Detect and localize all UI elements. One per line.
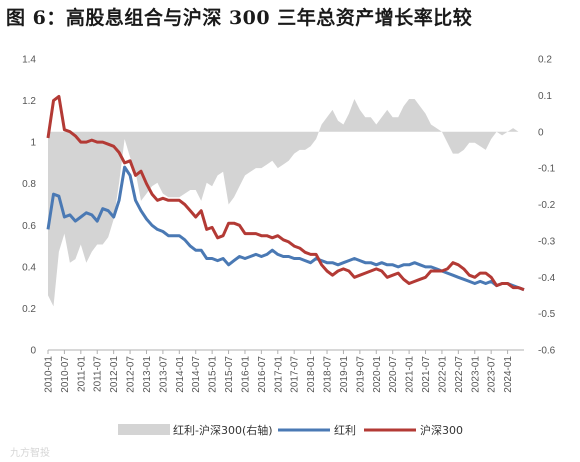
legend: 红利-沪深300(右轴) 红利 沪深300 bbox=[118, 423, 463, 437]
legend-label-dividend: 红利 bbox=[334, 424, 356, 437]
line-layer bbox=[46, 94, 525, 292]
y-tick-label: 1 bbox=[30, 138, 36, 149]
x-tick-label: 2014-07 bbox=[191, 356, 202, 393]
diff-area-layer bbox=[48, 99, 524, 307]
y2-tick-label: 0.2 bbox=[538, 55, 552, 66]
x-tick-label: 2016-01 bbox=[240, 356, 251, 393]
axis-layer bbox=[47, 349, 524, 354]
y-tick-label: 0 bbox=[30, 346, 36, 357]
x-tick-label: 2017-07 bbox=[290, 356, 301, 393]
y-tick-label: 0.2 bbox=[22, 304, 36, 315]
y2-tick-label: -0.6 bbox=[538, 346, 556, 357]
legend-label-hs300: 沪深300 bbox=[420, 423, 463, 437]
x-tick-label: 2024-01 bbox=[503, 356, 514, 393]
y-tick-label: 1.2 bbox=[22, 96, 36, 107]
hs300-line bbox=[46, 94, 525, 292]
x-tick-label: 2023-01 bbox=[470, 356, 481, 393]
x-tick-label: 2020-01 bbox=[372, 356, 383, 393]
legend-swatch-diff bbox=[118, 424, 170, 435]
x-tick-label: 2015-01 bbox=[208, 356, 219, 393]
dividend-line bbox=[46, 165, 525, 292]
x-tick-label: 2012-07 bbox=[126, 356, 137, 393]
diff-area-series bbox=[48, 99, 524, 307]
tick-layer: 0 0.2 0.4 0.6 0.8 1 1.2 1.4 -0.6 -0.5 -0.4 -0.3 -0.2… bbox=[22, 55, 556, 393]
x-tick-label: 2019-07 bbox=[355, 356, 366, 393]
x-tick-label: 2016-07 bbox=[257, 356, 268, 393]
y2-tick-label: 0 bbox=[538, 127, 544, 138]
x-tick-label: 2019-01 bbox=[339, 356, 350, 393]
x-tick-label: 2015-07 bbox=[224, 356, 235, 393]
x-tick-label: 2010-01 bbox=[44, 356, 55, 393]
figure-title: 图 6：高股息组合与沪深 300 三年总资产增长率比较 bbox=[6, 7, 473, 29]
y2-tick-label: 0.1 bbox=[538, 91, 552, 102]
y2-tick-label: -0.5 bbox=[538, 309, 556, 320]
x-tick-label: 2021-01 bbox=[405, 356, 416, 393]
y2-tick-label: -0.3 bbox=[538, 236, 556, 247]
y-tick-label: 0.6 bbox=[22, 221, 36, 232]
y2-tick-label: -0.1 bbox=[538, 164, 556, 175]
x-tick-label: 2022-07 bbox=[454, 356, 465, 393]
x-tick-label: 2013-01 bbox=[142, 356, 153, 393]
y-tick-label: 0.8 bbox=[22, 179, 36, 190]
x-tick-label: 2018-07 bbox=[323, 356, 334, 393]
x-tick-label: 2023-07 bbox=[487, 356, 498, 393]
x-tick-label: 2018-01 bbox=[306, 356, 317, 393]
x-tick-label: 2011-01 bbox=[76, 356, 87, 392]
x-tick-label: 2017-01 bbox=[273, 356, 284, 393]
y2-tick-label: -0.4 bbox=[538, 273, 556, 284]
legend-label-diff: 红利-沪深300(右轴) bbox=[173, 423, 273, 437]
y-tick-label: 0.4 bbox=[22, 262, 36, 273]
watermark-text: 九方智投 bbox=[10, 448, 50, 459]
x-tick-label: 2014-01 bbox=[175, 356, 186, 393]
y-tick-label: 1.4 bbox=[22, 55, 36, 66]
x-tick-label: 2020-07 bbox=[388, 356, 399, 393]
x-tick-label: 2013-07 bbox=[158, 356, 169, 393]
x-tick-label: 2021-07 bbox=[421, 356, 432, 393]
x-tick-label: 2012-01 bbox=[109, 356, 120, 393]
x-tick-label: 2022-01 bbox=[437, 356, 448, 393]
x-tick-label: 2010-07 bbox=[60, 356, 71, 393]
y2-tick-label: -0.2 bbox=[538, 200, 556, 211]
x-tick-label: 2011-07 bbox=[93, 356, 104, 392]
